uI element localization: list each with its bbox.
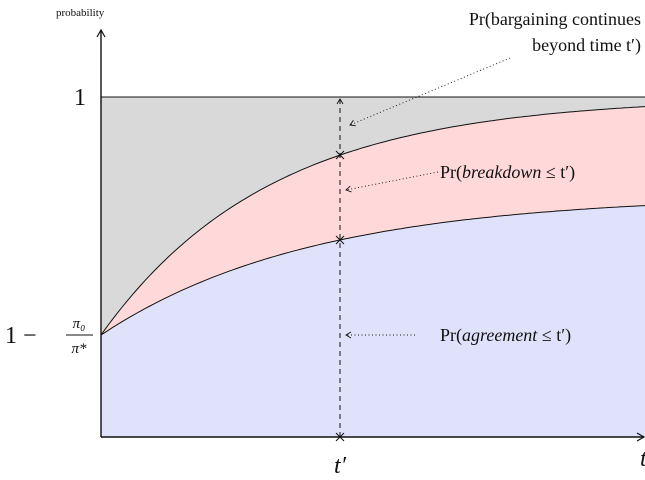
cross-marks bbox=[335, 150, 345, 442]
label-part: agreement bbox=[462, 325, 538, 345]
continues-line1: Pr(bargaining continues bbox=[469, 9, 641, 30]
label-part: ≤ t′) bbox=[537, 325, 571, 346]
label-part: ≤ t′) bbox=[541, 162, 575, 183]
breakdown-label: Pr(breakdown ≤ t′) bbox=[440, 162, 575, 183]
y-label-num: π₀ bbox=[73, 316, 86, 332]
label-part: Pr( bbox=[440, 162, 462, 183]
y-label-den: π* bbox=[71, 341, 87, 357]
pointer-arrows bbox=[345, 57, 511, 339]
y-axis-label: probability bbox=[56, 7, 105, 19]
label-part: breakdown bbox=[462, 162, 541, 182]
label-part: Pr( bbox=[440, 325, 462, 346]
continues-line2: beyond time t′) bbox=[532, 35, 641, 56]
x-axis-label: t bbox=[640, 446, 645, 472]
lower-curve bbox=[100, 205, 645, 336]
upper-curve bbox=[100, 106, 645, 336]
agreement-label: Pr(agreement ≤ t′) bbox=[440, 325, 571, 346]
region-continues bbox=[101, 97, 645, 335]
region-agreement bbox=[101, 205, 645, 437]
y-label-one: 1 bbox=[74, 85, 86, 111]
region-breakdown bbox=[101, 106, 645, 335]
x-tick-label: t′ bbox=[334, 453, 347, 479]
y-label-low: 1 − bbox=[5, 323, 37, 349]
